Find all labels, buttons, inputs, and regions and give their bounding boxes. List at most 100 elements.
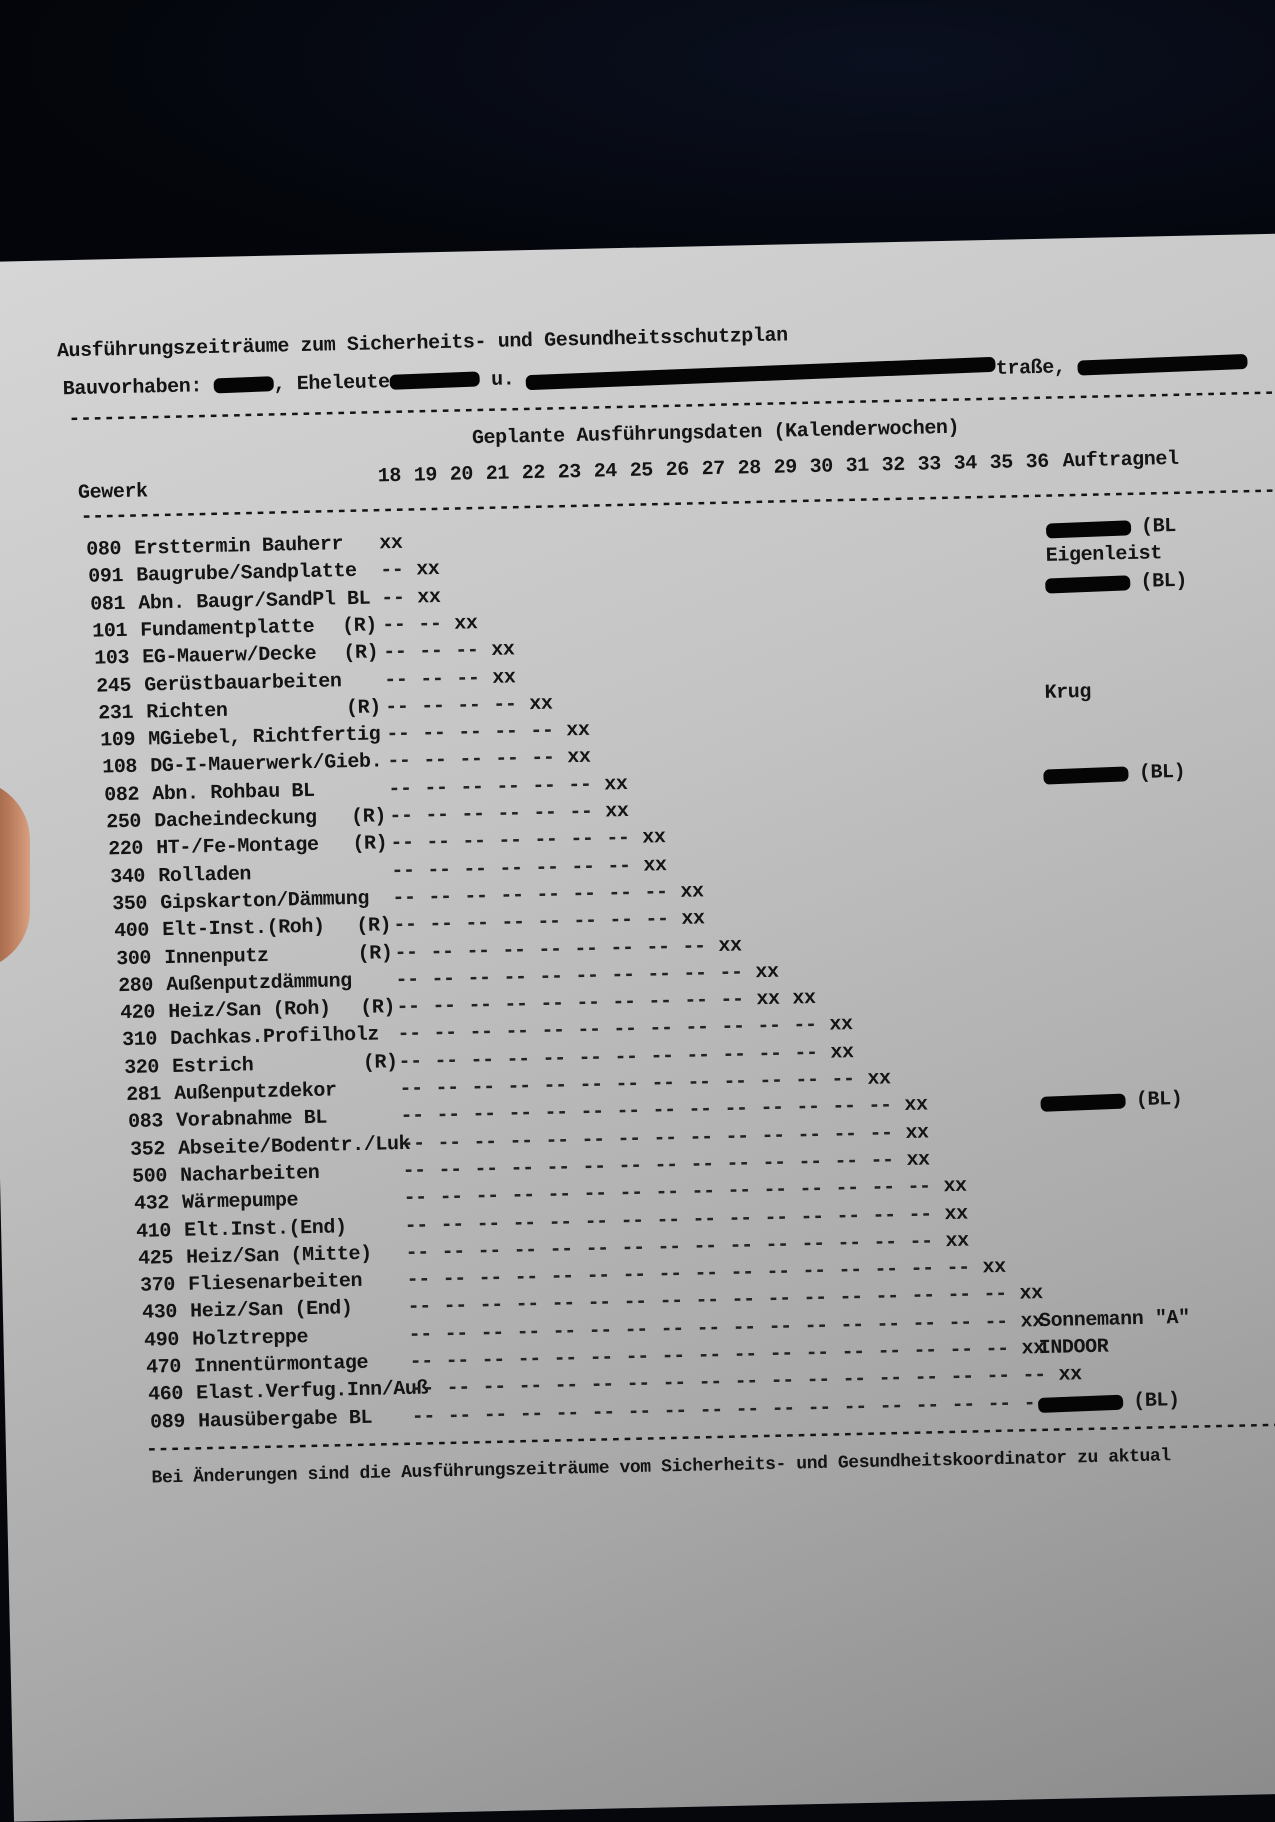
lead-mark: --: [468, 994, 492, 1018]
lead-mark: --: [798, 1151, 822, 1175]
planned-mark: xx: [829, 1014, 853, 1038]
lead-mark: --: [612, 991, 636, 1015]
lead-mark: --: [804, 1314, 828, 1338]
lead-mark: --: [580, 1101, 604, 1125]
lead-mark: --: [503, 966, 527, 990]
lead-mark: --: [481, 1349, 505, 1373]
lead-mark: --: [910, 1258, 934, 1282]
trade-name: Elast.Verfug.Inn/Auß: [196, 1378, 428, 1406]
redaction: [213, 376, 274, 393]
lead-mark: --: [424, 777, 448, 801]
lead-mark: --: [622, 1264, 646, 1288]
lead-mark: --: [802, 1260, 826, 1284]
lead-mark: --: [728, 1207, 752, 1231]
lead-mark: --: [427, 858, 451, 882]
contractor: (BL): [1133, 1389, 1180, 1413]
planned-mark: xx: [567, 746, 591, 770]
trade-code: 432: [134, 1192, 169, 1216]
lead-mark: --: [533, 802, 557, 826]
lead-mark: --: [832, 1095, 856, 1119]
lead-mark: --: [574, 937, 598, 961]
lead-mark: --: [456, 667, 480, 691]
lead-mark: --: [987, 1392, 1011, 1416]
lead-mark: --: [398, 1050, 422, 1074]
lead-mark: --: [793, 1014, 817, 1038]
lead-mark: --: [589, 1346, 613, 1370]
trade-name: Elt.Inst.(End): [184, 1216, 347, 1243]
lead-mark: --: [534, 829, 558, 853]
lead-mark: --: [795, 1069, 819, 1093]
week-label: 31: [845, 455, 869, 479]
lead-mark: --: [513, 1239, 537, 1263]
lead-mark: --: [431, 968, 455, 992]
trade-code: 300: [116, 947, 151, 971]
lead-mark: --: [496, 775, 520, 799]
planned-mark: xx: [417, 586, 441, 610]
lead-mark: --: [459, 749, 483, 773]
trade-code: 410: [136, 1220, 171, 1244]
planned-mark: xx: [566, 719, 590, 743]
lead-mark: --: [462, 830, 486, 854]
lead-mark: --: [470, 1049, 494, 1073]
lead-mark: --: [495, 748, 519, 772]
trade-name: Innentürmontage: [194, 1352, 368, 1379]
trade-name: Abseite/Bodentr./Luk: [178, 1132, 410, 1160]
trade-code: 310: [122, 1029, 157, 1053]
trade-name: HT-/Fe-Montage: [156, 834, 319, 861]
week-label: 20: [450, 463, 474, 487]
contractor: (BL: [1141, 515, 1176, 539]
trade-code: 089: [150, 1410, 185, 1434]
lead-mark: --: [950, 1366, 974, 1390]
lead-mark: --: [531, 747, 555, 771]
trade-code: 340: [110, 865, 145, 889]
week-label: 23: [557, 461, 581, 485]
lead-mark: --: [465, 912, 489, 936]
lead-mark: --: [535, 856, 559, 880]
lead-mark: --: [693, 1235, 717, 1259]
lead-mark: --: [553, 1347, 577, 1371]
lead-mark: --: [538, 938, 562, 962]
planned-mark: xx: [792, 987, 816, 1011]
lead-mark: --: [732, 1316, 756, 1340]
lead-mark: --: [624, 1318, 648, 1342]
trade-name: Holztreppe: [192, 1326, 309, 1352]
planned-mark: xx: [680, 880, 704, 904]
trade-name: Dachkas.Profilholz: [170, 1024, 379, 1052]
lead-mark: --: [444, 1322, 468, 1346]
lead-mark: --: [517, 1348, 541, 1372]
lead-mark: --: [389, 805, 413, 829]
lead-mark: --: [434, 1049, 458, 1073]
lead-mark: --: [606, 827, 630, 851]
trade-name: DG-I-Mauerwerk/Gieb.: [150, 751, 382, 779]
lead-mark: --: [569, 801, 593, 825]
lead-mark: --: [497, 802, 521, 826]
lead-mark: --: [908, 1203, 932, 1227]
lead-mark: --: [869, 1122, 893, 1146]
trade-code: 082: [104, 783, 139, 807]
trade-code: 352: [130, 1138, 165, 1162]
trade-name: Abn. Baugr/SandPl BL: [138, 587, 370, 615]
lead-mark: --: [767, 1288, 791, 1312]
week-label: 29: [773, 456, 797, 480]
trade-code: 490: [144, 1329, 179, 1353]
planned-mark: xx: [529, 692, 553, 716]
lead-mark: --: [619, 1182, 643, 1206]
planned-mark: xx: [491, 639, 515, 663]
lead-mark: --: [550, 1265, 574, 1289]
lead-mark: --: [382, 614, 406, 638]
lead-mark: --: [720, 989, 744, 1013]
lead-mark: --: [794, 1042, 818, 1066]
lead-mark: --: [797, 1123, 821, 1147]
lead-mark: --: [796, 1096, 820, 1120]
planned-mark: xx: [982, 1256, 1006, 1280]
lead-mark: --: [907, 1176, 931, 1200]
trade-code: 430: [142, 1301, 177, 1325]
planned-mark: xx: [830, 1041, 854, 1065]
lead-mark: --: [762, 1152, 786, 1176]
lead-mark: --: [757, 1015, 781, 1039]
lead-mark: --: [483, 1403, 507, 1427]
lead-mark: --: [392, 887, 416, 911]
planned-mark: xx: [379, 532, 403, 556]
trade-code: 350: [112, 892, 147, 916]
